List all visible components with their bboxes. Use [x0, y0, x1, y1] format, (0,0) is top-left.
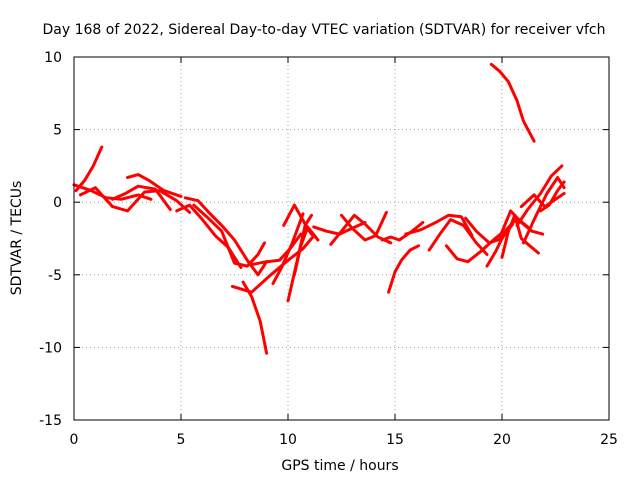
- y-tick-labels: -15 -10 -5 0 5 10: [39, 50, 62, 429]
- series-line-arc-5: [111, 184, 172, 211]
- x-tick-label: 20: [493, 432, 511, 448]
- series-line-arc-9: [241, 280, 269, 355]
- x-tick-label: 15: [386, 432, 404, 448]
- series-line-arc-1: [74, 145, 104, 193]
- series-line-arc-19: [387, 244, 420, 294]
- chart-title: Day 168 of 2022, Sidereal Day-to-day VTE…: [42, 22, 605, 38]
- x-axis-label: GPS time / hours: [281, 458, 398, 474]
- series-line-arc-23: [444, 229, 506, 264]
- series-line-arc-20: [380, 221, 425, 242]
- series-line-arc-26: [500, 213, 540, 259]
- series-line-arc-28: [515, 164, 564, 227]
- y-tick-label: 0: [53, 195, 62, 211]
- series-line-arc-3: [126, 173, 183, 198]
- y-axis-label: SDTVAR / TECUs: [9, 181, 25, 296]
- series-line-arc-11: [250, 232, 303, 267]
- series-line-arc-21: [404, 213, 474, 238]
- series-line-arc-27: [498, 209, 545, 239]
- y-tick-label: -15: [39, 413, 62, 429]
- x-tick-label: 10: [279, 432, 297, 448]
- x-tick-label: 0: [70, 432, 79, 448]
- axis-ticks: [73, 56, 610, 421]
- y-tick-label: -5: [48, 268, 62, 284]
- plot-frame: [73, 56, 610, 421]
- series-line-arc-10: [230, 237, 313, 294]
- series-line-arc-4: [78, 186, 192, 214]
- series-line-arc-7: [183, 196, 269, 277]
- series-line-arc-31: [539, 180, 566, 213]
- x-tick-label: 25: [600, 432, 618, 448]
- x-tick-labels: 0 5 10 15 20 25: [70, 432, 618, 448]
- series-line-arc-15: [282, 203, 320, 242]
- series-layer: [72, 62, 566, 355]
- series-line-arc-12: [271, 212, 305, 285]
- series-line-arc-32: [489, 62, 536, 143]
- x-tick-label: 5: [177, 432, 186, 448]
- series-line-arc-18: [340, 210, 388, 242]
- y-tick-label: 10: [44, 50, 62, 66]
- series-line-arc-17: [329, 213, 393, 246]
- series-line-arc-30: [521, 176, 566, 245]
- series-line-arc-8: [192, 203, 266, 268]
- grid: [74, 57, 609, 420]
- series-line-arc-22: [427, 218, 489, 256]
- y-tick-label: 5: [53, 123, 62, 139]
- y-tick-label: -10: [39, 340, 62, 356]
